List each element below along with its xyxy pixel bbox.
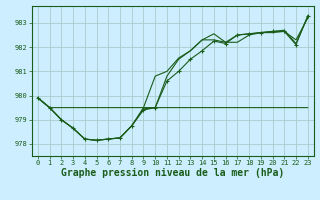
X-axis label: Graphe pression niveau de la mer (hPa): Graphe pression niveau de la mer (hPa)	[61, 168, 284, 178]
